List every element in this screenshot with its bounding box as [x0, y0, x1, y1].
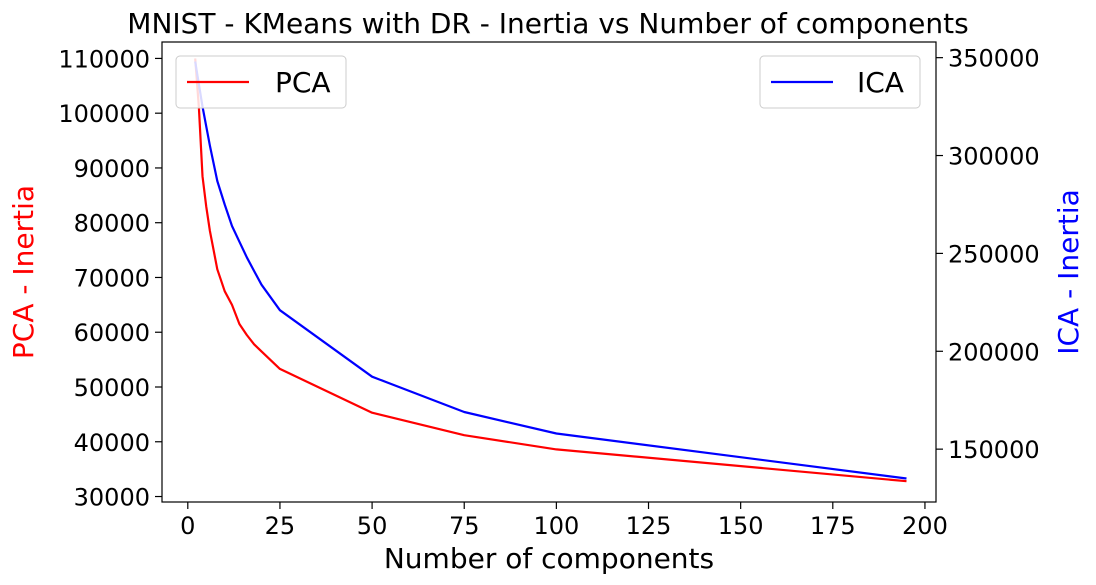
right-y-tick-label: 350000	[948, 45, 1040, 73]
series-line-pca	[194, 58, 907, 483]
plot-area	[194, 58, 907, 483]
left-y-tick-label: 60000	[74, 319, 150, 347]
right-y-tick-label: 150000	[948, 436, 1040, 464]
right-y-tick-label: 200000	[948, 338, 1040, 366]
legend-pca-frame	[175, 55, 347, 109]
left-y-tick-label: 100000	[58, 100, 150, 128]
left-y-tick-label: 40000	[74, 429, 150, 457]
left-y-tick-label: 50000	[74, 374, 150, 402]
left-y-tick-label: 30000	[74, 484, 150, 512]
x-tick-label: 100	[533, 512, 579, 540]
x-tick-label: 175	[810, 512, 856, 540]
legend-pca: PCA	[175, 55, 347, 109]
plot-frame	[161, 41, 937, 503]
right-y-tick-label: 250000	[948, 240, 1040, 268]
series-line-ica	[194, 61, 907, 480]
chart-title: MNIST - KMeans with DR - Inertia vs Numb…	[127, 7, 968, 40]
x-axis: 0 25 50 75 100 125 150 175 200	[180, 502, 948, 540]
left-y-axis-label: PCA - Inertia	[7, 185, 40, 359]
legend-ica: ICA	[759, 55, 921, 109]
left-y-tick-label: 110000	[58, 45, 150, 73]
x-tick-label: 25	[265, 512, 296, 540]
legend-pca-label: PCA	[275, 66, 331, 99]
left-y-tick-label: 70000	[74, 264, 150, 292]
left-y-tick-label: 90000	[74, 155, 150, 183]
x-axis-label: Number of components	[384, 542, 714, 575]
x-tick-label: 75	[449, 512, 480, 540]
left-y-tick-label: 80000	[74, 210, 150, 238]
right-y-axis-label: ICA - Inertia	[1052, 189, 1085, 355]
left-y-axis: 30000 40000 50000 60000 70000 80000 90000 10000…	[58, 45, 162, 512]
legend-ica-label: ICA	[857, 66, 904, 99]
right-y-tick-label: 300000	[948, 143, 1040, 171]
x-tick-label: 200	[902, 512, 948, 540]
x-tick-label: 50	[357, 512, 388, 540]
right-y-axis: 150000 200000 250000 300000 350000	[936, 45, 1040, 464]
legend-ica-frame	[759, 55, 921, 109]
x-tick-label: 0	[180, 512, 195, 540]
x-tick-label: 125	[626, 512, 672, 540]
x-tick-label: 150	[718, 512, 764, 540]
